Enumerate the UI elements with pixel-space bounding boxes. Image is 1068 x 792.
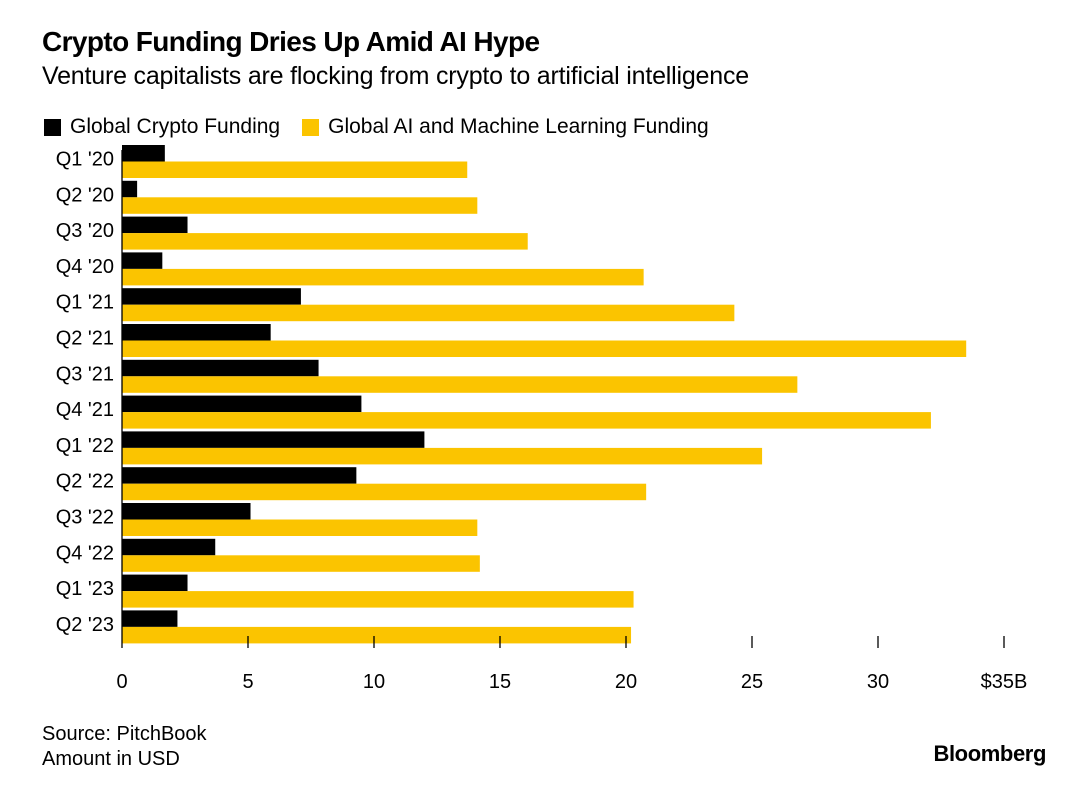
bar-crypto <box>122 467 357 484</box>
category-label: Q2 '23 <box>56 614 114 636</box>
units-note: Amount in USD <box>42 748 180 770</box>
category-label: Q2 '22 <box>56 471 114 493</box>
bar-crypto <box>122 503 251 520</box>
bar-ai <box>122 304 735 322</box>
legend-item-crypto: Global Crypto Funding <box>44 115 280 139</box>
legend-label-ai: Global AI and Machine Learning Funding <box>328 115 709 138</box>
bar-ai <box>122 519 478 536</box>
bar-crypto <box>122 288 301 305</box>
bar-crypto <box>122 180 138 198</box>
footer-notes: Source: PitchBook Amount in USD <box>42 722 207 772</box>
legend-label-crypto: Global Crypto Funding <box>70 115 281 138</box>
category-label: Q4 '20 <box>56 256 114 278</box>
chart-title: Crypto Funding Dries Up Amid AI Hype <box>42 26 540 57</box>
bar-ai <box>122 591 634 608</box>
category-label: Q4 '21 <box>56 399 114 421</box>
bar-ai <box>122 447 763 465</box>
x-tick-label: 0 <box>116 671 127 693</box>
bar-crypto <box>122 395 362 413</box>
x-tick-label: 5 <box>242 671 253 693</box>
x-tick-label: $35B <box>981 671 1028 693</box>
x-tick-label: 10 <box>363 671 385 693</box>
bar-ai <box>122 340 967 357</box>
bar-crypto <box>122 324 271 341</box>
bar-crypto <box>122 538 216 556</box>
x-tick-label: 30 <box>867 671 889 693</box>
bar-ai <box>122 161 468 178</box>
bar-crypto <box>122 574 188 592</box>
category-label: Q3 '22 <box>56 507 114 529</box>
category-label: Q2 '20 <box>56 184 114 206</box>
bar-ai <box>122 376 798 393</box>
category-label: Q3 '21 <box>56 363 114 385</box>
bloomberg-logo: Bloomberg <box>933 741 1046 766</box>
category-label: Q1 '22 <box>56 435 114 457</box>
bar-crypto <box>122 431 425 448</box>
category-label: Q2 '21 <box>56 328 114 350</box>
legend-item-ai: Global AI and Machine Learning Funding <box>302 115 709 139</box>
x-tick-label: 15 <box>489 671 511 693</box>
bar-ai <box>122 555 480 572</box>
x-tick-label: 20 <box>615 671 637 693</box>
source-note: Source: PitchBook <box>42 723 207 745</box>
bar-crypto <box>122 359 319 377</box>
bar-crypto <box>122 610 178 627</box>
legend-swatch-crypto <box>44 118 61 136</box>
bar-crypto <box>122 216 188 234</box>
bar-ai <box>122 197 478 214</box>
category-label: Q4 '22 <box>56 542 114 564</box>
legend: Global Crypto Funding Global AI and Mach… <box>44 114 731 140</box>
category-label: Q1 '20 <box>56 149 114 171</box>
bar-ai <box>122 483 647 501</box>
bar-ai <box>122 412 931 429</box>
category-label: Q3 '20 <box>56 220 114 242</box>
bar-ai <box>122 233 528 250</box>
bar-ai <box>122 626 632 644</box>
category-label: Q1 '23 <box>56 578 114 600</box>
legend-swatch-ai <box>302 118 320 136</box>
chart-subtitle: Venture capitalists are flocking from cr… <box>42 62 749 90</box>
bar-crypto <box>122 145 165 162</box>
x-tick-label: 25 <box>741 671 763 693</box>
bar-ai <box>122 268 644 286</box>
bar-crypto <box>122 252 163 269</box>
category-label: Q1 '21 <box>56 292 114 314</box>
